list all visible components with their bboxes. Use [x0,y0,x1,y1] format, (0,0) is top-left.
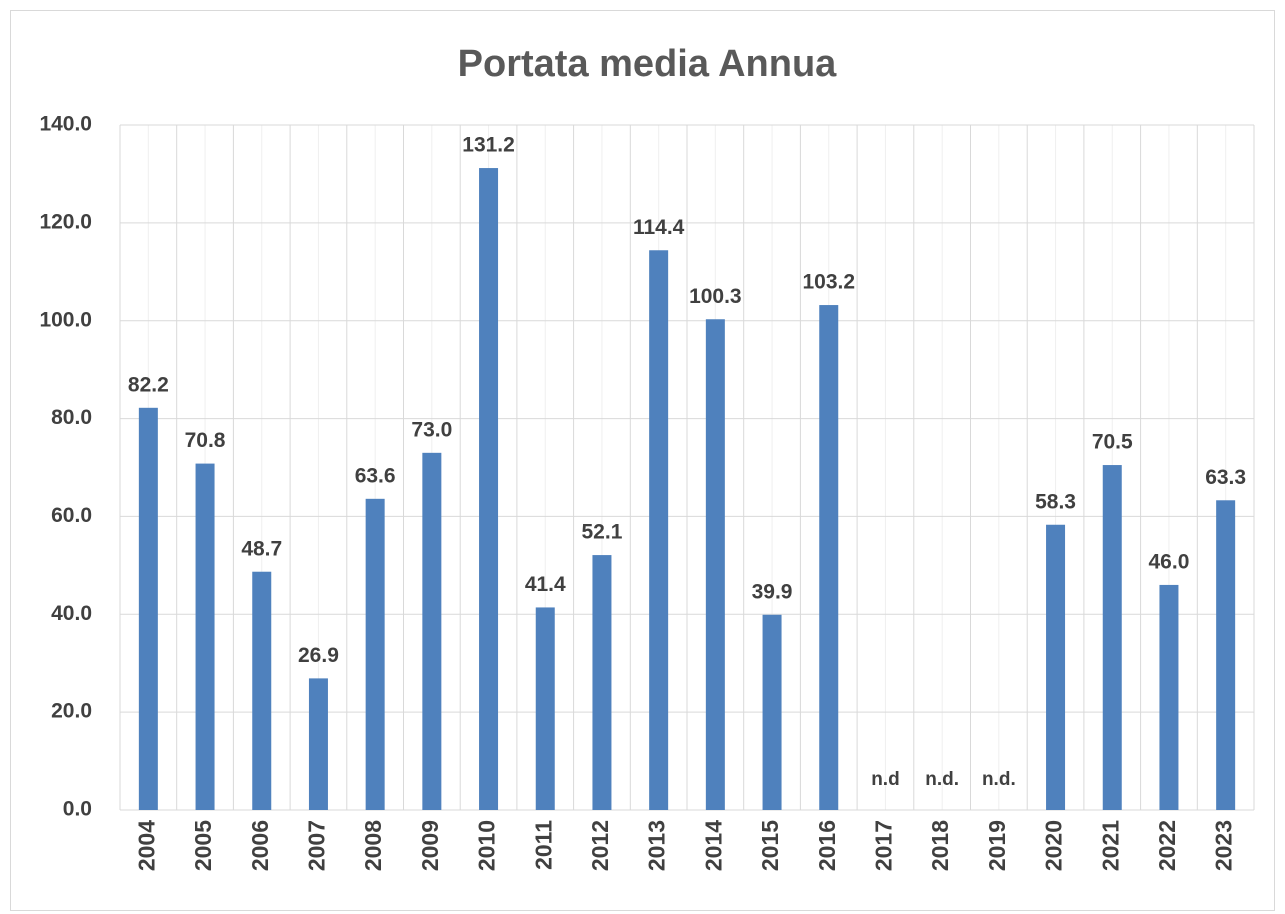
x-tick-label: 2008 [360,820,386,871]
data-label: 39.9 [752,580,793,603]
x-tick-label: 2019 [984,820,1010,871]
y-tick-label: 140.0 [39,113,92,136]
data-label: n.d. [982,769,1016,790]
data-label: 114.4 [633,216,685,239]
x-tick-label: 2022 [1154,820,1180,871]
x-tick-label: 2013 [644,820,670,871]
bar [308,678,328,810]
chart-title: Portata media Annua [458,43,838,85]
y-tick-label: 40.0 [51,602,92,625]
y-tick-label: 0.0 [63,798,92,821]
x-tick-label: 2020 [1041,820,1067,871]
y-tick-label: 100.0 [39,308,92,331]
data-label: 52.1 [582,521,623,544]
bar [819,305,839,810]
x-tick-label: 2005 [190,820,216,871]
bar [1216,500,1236,810]
x-tick-label: 2014 [700,820,726,871]
data-label: 26.9 [298,644,339,667]
x-tick-label: 2011 [530,820,556,870]
data-label: n.d [871,769,900,790]
bar [365,498,385,810]
data-label: 63.6 [355,464,396,487]
x-tick-label: 2012 [587,820,613,871]
bar [592,555,612,810]
x-tick-label: 2007 [304,820,330,871]
x-tick-label: 2017 [871,820,897,871]
x-tick-label: 2010 [474,820,500,871]
x-tick-label: 2004 [133,820,159,871]
bar [1102,465,1122,810]
y-tick-label: 20.0 [51,700,92,723]
data-label: n.d. [925,769,959,790]
data-label: 48.7 [241,537,282,560]
bar [1046,524,1066,810]
data-label: 100.3 [689,285,742,308]
bar [762,614,782,810]
bar [479,168,499,811]
bar [138,407,158,810]
x-tick-label: 2016 [814,820,840,871]
x-tick-label: 2015 [757,820,783,871]
x-tick-label: 2023 [1211,820,1237,871]
data-label: 70.8 [185,429,226,452]
data-label: 131.2 [462,134,515,157]
x-tick-label: 2009 [417,820,443,871]
bar [1159,584,1179,810]
y-tick-label: 80.0 [51,406,92,429]
bar [252,571,272,810]
data-label: 103.2 [802,271,855,294]
bar [195,463,215,810]
data-label: 82.2 [128,373,169,396]
data-label: 73.0 [411,418,452,441]
bar [649,250,669,810]
x-tick-label: 2021 [1097,820,1123,871]
data-label: 46.0 [1149,550,1190,573]
data-label: 70.5 [1092,431,1133,454]
bar [705,319,725,810]
x-tick-label: 2018 [927,820,953,871]
x-tick-label: 2006 [247,820,273,871]
data-label: 63.3 [1205,466,1246,489]
y-tick-label: 60.0 [51,504,92,527]
bar [422,452,442,810]
data-label: 41.4 [525,573,566,596]
data-label: 58.3 [1035,490,1076,513]
y-tick-label: 120.0 [39,210,92,233]
bar [535,607,555,810]
